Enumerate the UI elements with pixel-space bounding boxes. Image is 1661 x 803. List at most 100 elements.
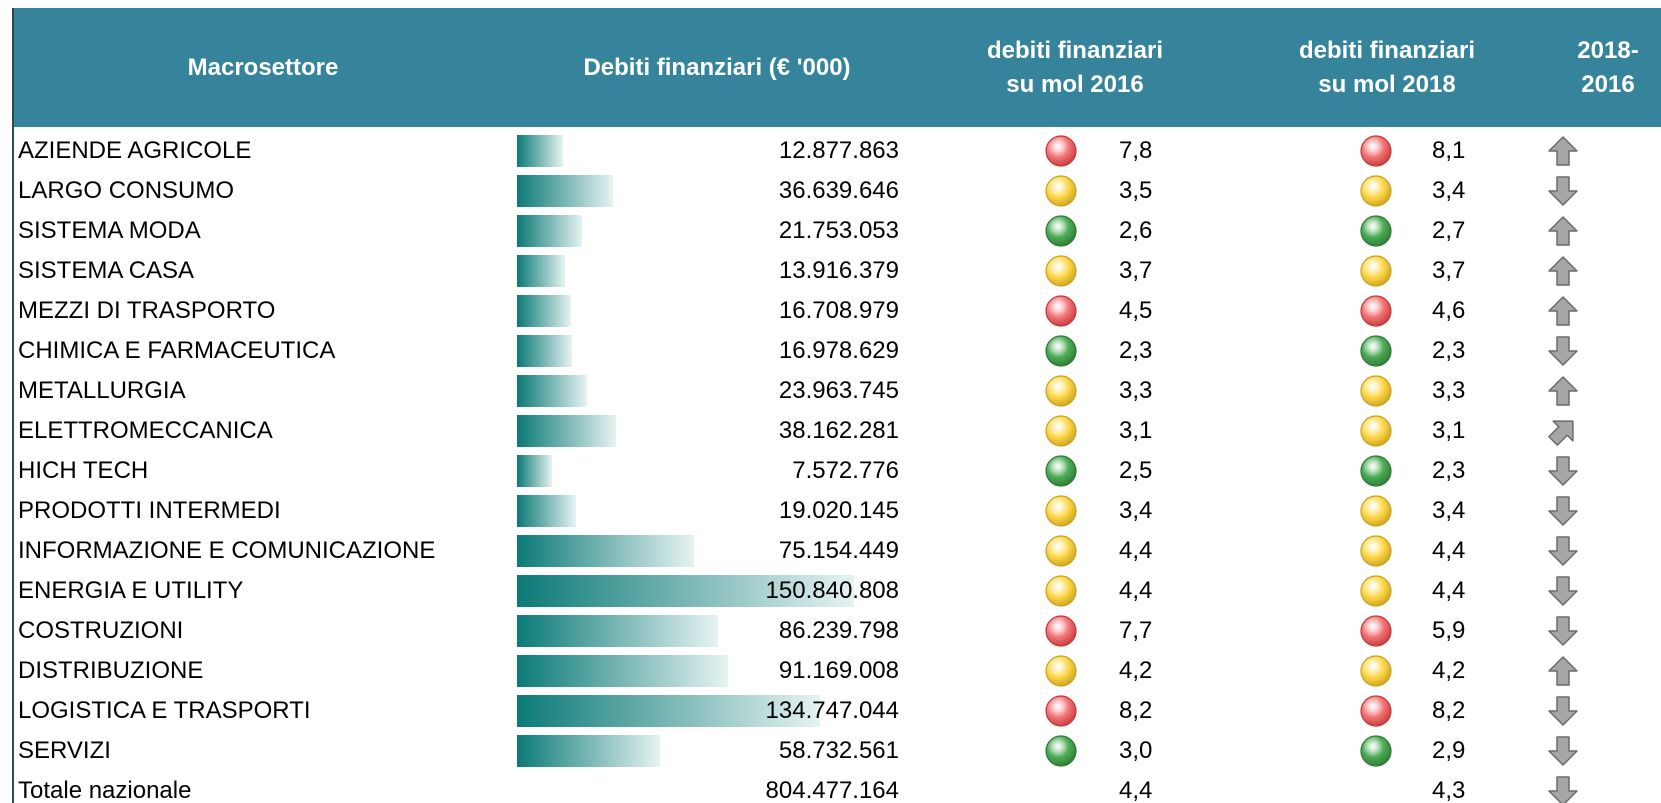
ratio-2018: 3,4 <box>1432 497 1466 524</box>
trend-icon <box>1548 536 1578 566</box>
row-name: LARGO CONSUMO <box>18 177 235 204</box>
ratio-2018: 4,3 <box>1432 777 1466 803</box>
header-cell: debiti finanziari su mol 2016 <box>986 36 1163 98</box>
debt-value: 75.154.449 <box>778 537 899 564</box>
header-cell: Debiti finanziari (€ '000) <box>583 53 851 81</box>
row-name: SISTEMA MODA <box>18 217 201 244</box>
ratio-2016: 3,7 <box>1119 257 1153 284</box>
status-icon <box>1360 215 1392 247</box>
ratio-2016: 4,2 <box>1119 657 1153 684</box>
status-icon <box>1045 535 1077 567</box>
debt-value: 7.572.776 <box>792 457 899 484</box>
ratio-2018: 3,3 <box>1432 377 1466 404</box>
ratio-2018: 8,1 <box>1432 137 1466 164</box>
header-cell: Macrosettore <box>187 53 339 81</box>
row-name: AZIENDE AGRICOLE <box>18 137 252 164</box>
data-bar <box>517 575 854 607</box>
status-icon <box>1045 495 1077 527</box>
status-icon <box>1360 655 1392 687</box>
debt-value: 58.732.561 <box>778 737 899 764</box>
trend-icon <box>1548 336 1578 366</box>
row-name: SISTEMA CASA <box>18 257 195 284</box>
status-icon <box>1360 335 1392 367</box>
data-bar <box>517 335 572 367</box>
row-name: Totale nazionale <box>18 777 192 803</box>
data-bar <box>517 215 582 247</box>
status-icon <box>1360 495 1392 527</box>
ratio-2016: 2,6 <box>1119 217 1153 244</box>
ratio-2016: 3,4 <box>1119 497 1153 524</box>
ratio-2018: 4,2 <box>1432 657 1466 684</box>
debt-value: 23.963.745 <box>778 377 899 404</box>
status-icon <box>1045 135 1077 167</box>
trend-icon <box>1548 576 1578 606</box>
ratio-2016: 4,5 <box>1119 297 1153 324</box>
status-icon <box>1045 375 1077 407</box>
debt-value: 134.747.044 <box>765 697 899 724</box>
status-icon <box>1045 735 1077 767</box>
status-icon <box>1360 735 1392 767</box>
row-name: ENERGIA E UTILITY <box>18 577 244 604</box>
header-cell: 2018-2016 <box>1577 36 1639 98</box>
debt-value: 36.639.646 <box>778 177 899 204</box>
trend-icon <box>1548 256 1578 286</box>
trend-icon <box>1548 496 1578 526</box>
ratio-2018: 8,2 <box>1432 697 1466 724</box>
trend-icon <box>1548 420 1574 446</box>
ratio-2018: 4,4 <box>1432 537 1466 564</box>
row-name: ELETTROMECCANICA <box>18 417 273 444</box>
ratio-2016: 3,0 <box>1119 737 1153 764</box>
row-name: SERVIZI <box>18 737 111 764</box>
debt-value: 12.877.863 <box>778 137 899 164</box>
trend-icon <box>1548 616 1578 646</box>
status-icon <box>1360 175 1392 207</box>
ratio-2018: 2,9 <box>1432 737 1466 764</box>
header-cell: debiti finanziari su mol 2018 <box>1298 36 1475 98</box>
status-icon <box>1045 335 1077 367</box>
debt-value: 21.753.053 <box>778 217 899 244</box>
ratio-2018: 2,7 <box>1432 217 1466 244</box>
debt-value: 86.239.798 <box>778 617 899 644</box>
trend-icon <box>1548 376 1578 406</box>
debt-value: 91.169.008 <box>778 657 899 684</box>
ratio-2016: 2,3 <box>1119 337 1153 364</box>
status-icon <box>1045 655 1077 687</box>
status-icon <box>1045 175 1077 207</box>
debt-value: 16.708.979 <box>778 297 899 324</box>
trend-icon <box>1548 696 1578 726</box>
status-icon <box>1360 615 1392 647</box>
row-name: COSTRUZIONI <box>18 617 184 644</box>
ratio-2016: 3,5 <box>1119 177 1153 204</box>
row-name: HICH TECH <box>18 457 149 484</box>
ratio-2016: 3,3 <box>1119 377 1153 404</box>
ratio-2016: 4,4 <box>1119 537 1153 564</box>
row-name: DISTRIBUZIONE <box>18 657 204 684</box>
ratio-2016: 4,4 <box>1119 577 1153 604</box>
trend-icon <box>1548 776 1578 803</box>
status-icon <box>1360 455 1392 487</box>
debt-value: 150.840.808 <box>765 577 899 604</box>
ratio-2018: 4,6 <box>1432 297 1466 324</box>
status-icon <box>1360 575 1392 607</box>
ratio-2016: 8,2 <box>1119 697 1153 724</box>
trend-icon <box>1548 656 1578 686</box>
data-bar <box>517 655 729 687</box>
debt-value: 38.162.281 <box>778 417 899 444</box>
data-bar <box>517 735 660 767</box>
status-icon <box>1045 295 1077 327</box>
data-bar <box>517 495 577 527</box>
debt-value: 19.020.145 <box>778 497 899 524</box>
status-icon <box>1360 255 1392 287</box>
ratio-2018: 3,4 <box>1432 177 1466 204</box>
status-icon <box>1045 695 1077 727</box>
trend-icon <box>1548 736 1578 766</box>
debt-value: 804.477.164 <box>765 777 899 803</box>
data-bar <box>517 295 572 327</box>
status-icon <box>1360 415 1392 447</box>
ratio-2018: 3,1 <box>1432 417 1466 444</box>
ratio-2018: 5,9 <box>1432 617 1466 644</box>
row-name: MEZZI DI TRASPORTO <box>18 297 276 324</box>
status-icon <box>1045 615 1077 647</box>
status-icon <box>1045 215 1077 247</box>
